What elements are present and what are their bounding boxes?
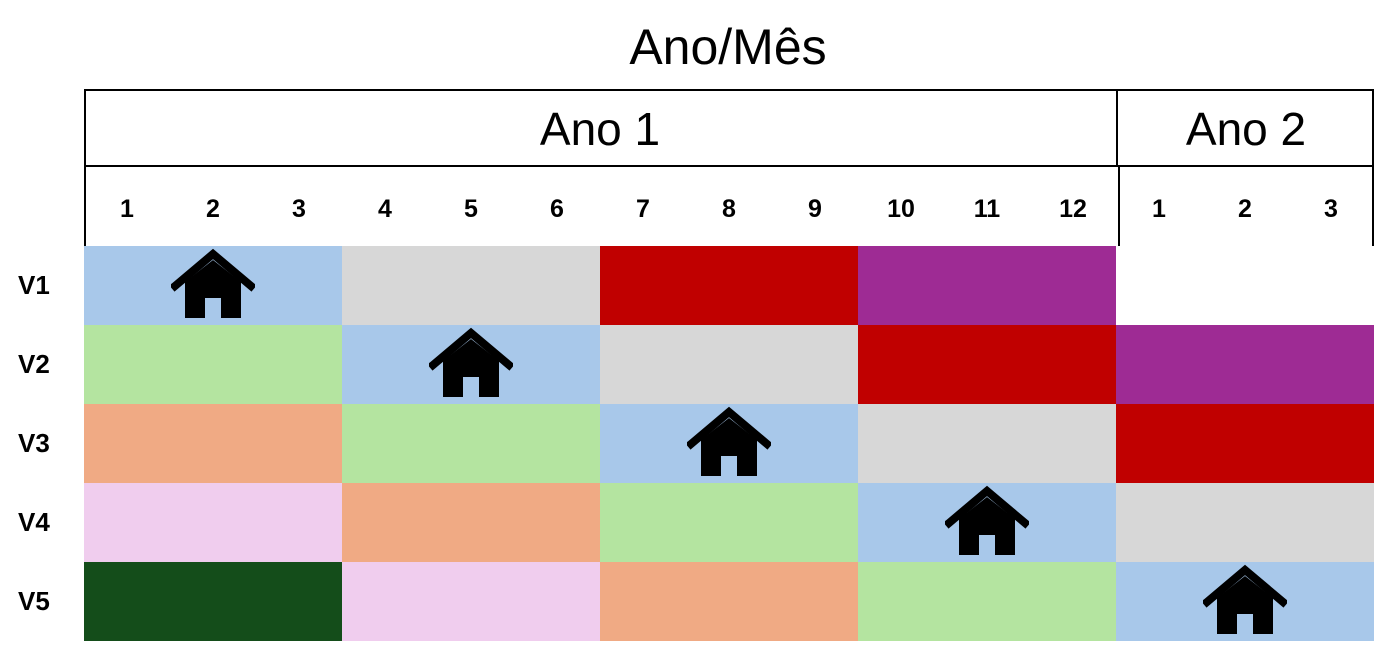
month-header-row: 1 2 3 4 5 6 7 8 9 10 11 12 1 2 3 (84, 167, 1374, 246)
schedule-grid (84, 246, 1374, 641)
month-header-14: 2 (1238, 195, 1252, 223)
schedule-block-v5-1 (84, 562, 342, 641)
schedule-block-v2-4 (858, 325, 1116, 404)
month-header-3: 3 (292, 195, 306, 223)
schedule-block-v2-1 (84, 325, 342, 404)
year-header-ano-1: Ano 1 (84, 89, 1118, 167)
month-header-12: 12 (1059, 195, 1087, 223)
month-header-5: 5 (464, 195, 478, 223)
year-header-row: Ano 1 Ano 2 (84, 89, 1374, 167)
row-label-v1: V1 (18, 270, 50, 300)
year-header-ano-2: Ano 2 (1118, 89, 1374, 167)
month-header-11: 11 (973, 195, 1001, 223)
month-header-10: 10 (887, 195, 915, 223)
schedule-block-v4-5 (1116, 483, 1374, 562)
schedule-block-v3-2 (342, 404, 600, 483)
month-header-6: 6 (550, 195, 564, 223)
year-divider (1118, 167, 1120, 246)
schedule-block-v4-1 (84, 483, 342, 562)
schedule-block-v2-3 (600, 325, 858, 404)
schedule-block-v4-2 (342, 483, 600, 562)
schedule-block-v3-1 (84, 404, 342, 483)
schedule-block-v4-3 (600, 483, 858, 562)
month-header-13: 1 (1152, 195, 1166, 223)
row-label-v4: V4 (18, 507, 50, 537)
home-icon (687, 406, 771, 478)
month-header-4: 4 (378, 195, 392, 223)
home-icon (171, 248, 255, 320)
schedule-block-v1-2 (342, 246, 600, 325)
chart-title: Ano/Mês (629, 19, 827, 75)
row-label-v3: V3 (18, 428, 50, 458)
schedule-block-v5-2 (342, 562, 600, 641)
schedule-block-v1-4 (858, 246, 1116, 325)
schedule-block-v5-4 (858, 562, 1116, 641)
month-header-1: 1 (120, 195, 134, 223)
month-header-7: 7 (636, 195, 650, 223)
schedule-block-v5-3 (600, 562, 858, 641)
home-icon (429, 327, 513, 399)
month-header-9: 9 (808, 195, 822, 223)
row-label-v5: V5 (18, 586, 50, 616)
row-label-v2: V2 (18, 349, 50, 379)
schedule-block-v1-3 (600, 246, 858, 325)
schedule-block-v1-5 (1116, 246, 1374, 325)
home-icon (1203, 564, 1287, 636)
month-header-2: 2 (206, 195, 220, 223)
home-icon (945, 485, 1029, 557)
month-header-8: 8 (722, 195, 736, 223)
schedule-block-v3-4 (858, 404, 1116, 483)
schedule-block-v2-5 (1116, 325, 1374, 404)
schedule-block-v3-5 (1116, 404, 1374, 483)
month-header-15: 3 (1324, 195, 1338, 223)
